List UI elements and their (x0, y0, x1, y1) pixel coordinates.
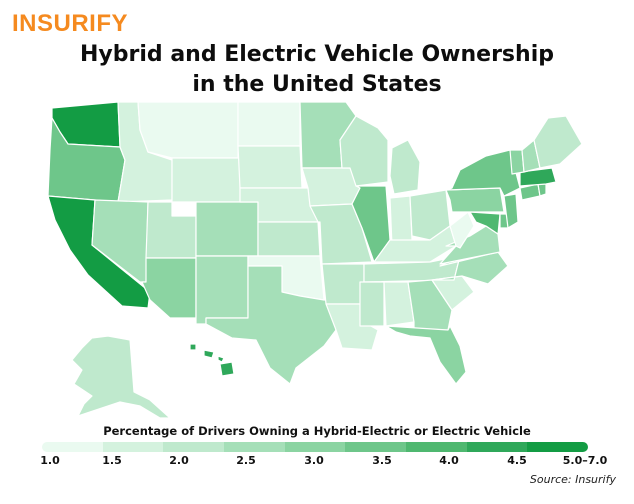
legend-title: Percentage of Drivers Owning a Hybrid-El… (103, 424, 531, 438)
state-ms (359, 281, 385, 327)
state-wv (449, 211, 475, 249)
state-ut (145, 201, 197, 259)
legend-swatch-3 (224, 442, 285, 452)
insurify-logo: INSURIFY (12, 10, 128, 38)
state-ar (321, 263, 365, 305)
legend-label: 3.5 (372, 454, 392, 467)
state-pa (445, 187, 505, 213)
legend-label: 5.0–7.0 (562, 454, 608, 467)
state-wy (171, 157, 241, 203)
legend-swatch-7 (466, 442, 528, 452)
legend-label: 2.0 (169, 454, 189, 467)
state-md (469, 211, 501, 235)
state-ak (71, 335, 171, 419)
legend-swatch-6 (406, 442, 467, 452)
legend-swatch-5 (345, 442, 407, 452)
legend-swatch-0 (42, 442, 103, 452)
legend-labels: 1.0 1.5 2.0 2.5 3.0 3.5 4.0 4.5 5.0–7.0 (0, 454, 634, 470)
title-line-1: Hybrid and Electric Vehicle Ownership (80, 42, 554, 67)
state-co (195, 201, 259, 257)
state-wi (339, 115, 389, 187)
state-ny (445, 149, 521, 197)
legend-swatch-4 (284, 442, 346, 452)
state-ct (519, 183, 541, 201)
state-nj (503, 193, 519, 229)
state-hi (189, 343, 235, 377)
page-title: Hybrid and Electric Vehicle Ownership in… (0, 40, 634, 100)
state-fl (385, 325, 467, 385)
state-nd (237, 101, 301, 147)
title-line-2: in the United States (192, 72, 442, 97)
state-ks (257, 221, 321, 257)
state-nc (431, 251, 509, 285)
legend-label: 2.5 (236, 454, 256, 467)
legend-label: 1.0 (40, 454, 60, 467)
source-note: Source: Insurify (529, 473, 616, 486)
legend-label: 3.0 (304, 454, 324, 467)
state-az (141, 257, 197, 319)
legend-swatch-8 (527, 442, 588, 452)
state-nm (195, 255, 249, 325)
state-ri (537, 183, 547, 197)
state-ky (373, 225, 457, 263)
legend-label: 4.0 (439, 454, 459, 467)
state-sd (237, 145, 303, 189)
state-mt (137, 101, 239, 159)
legend-label: 1.5 (102, 454, 122, 467)
legend-swatch-1 (102, 442, 164, 452)
legend-label: 4.5 (507, 454, 527, 467)
legend-color-bar (42, 442, 588, 452)
state-me (533, 115, 583, 169)
state-tx (205, 265, 337, 385)
state-va (439, 225, 501, 265)
state-ma (519, 167, 557, 187)
logo-text: INSURIFY (12, 10, 129, 37)
state-il (351, 185, 391, 263)
state-in (389, 195, 413, 247)
us-map (47, 101, 583, 419)
legend-swatch-2 (163, 442, 225, 452)
state-mi (389, 139, 421, 195)
